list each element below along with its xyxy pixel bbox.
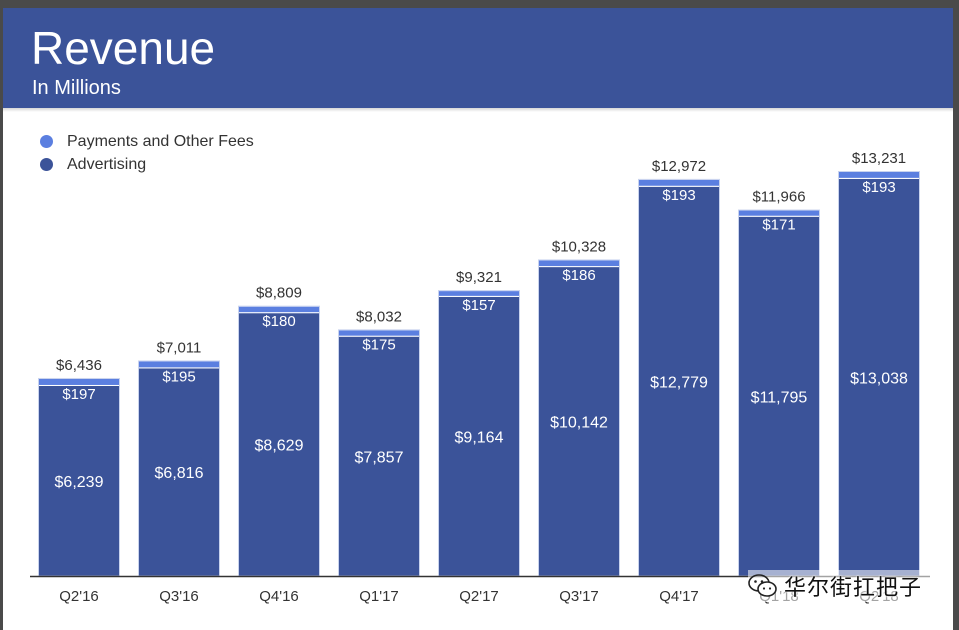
- advertising-label: $12,779: [650, 374, 708, 391]
- banner-shadow: [3, 108, 953, 112]
- bar-separator: [339, 335, 419, 337]
- bar-advertising: [239, 313, 319, 576]
- payments-label: $195: [162, 368, 195, 385]
- x-tick-label: Q2'17: [459, 588, 499, 605]
- bar-payments: [239, 306, 319, 313]
- legend-swatch-advertising: [40, 158, 53, 171]
- chart-title: Revenue: [31, 22, 216, 74]
- bar-separator: [439, 295, 519, 297]
- bar-payments: [539, 260, 619, 267]
- x-tick-label: Q4'16: [259, 588, 299, 605]
- total-label: $8,032: [356, 308, 402, 325]
- total-label: $11,966: [752, 189, 805, 206]
- bar-payments: [339, 330, 419, 336]
- payments-label: $186: [562, 267, 595, 284]
- watermark: 华尔街扛把子: [748, 570, 933, 602]
- advertising-label: $6,816: [155, 465, 204, 482]
- bar-payments: [39, 378, 119, 385]
- payments-label: $180: [262, 313, 295, 330]
- payments-label: $175: [362, 337, 395, 354]
- bar-separator: [39, 384, 119, 386]
- x-tick-label: Q1'17: [359, 588, 399, 605]
- chart-subtitle: In Millions: [32, 77, 121, 99]
- payments-label: $197: [62, 386, 95, 403]
- title-banner: Revenue In Millions: [3, 8, 953, 108]
- advertising-label: $9,164: [455, 429, 504, 446]
- legend: Payments and Other Fees Advertising: [40, 130, 254, 176]
- total-label: $10,328: [552, 238, 606, 255]
- legend-label-advertising: Advertising: [67, 155, 147, 173]
- x-tick-label: Q3'16: [159, 588, 199, 605]
- bar-payments: [639, 179, 719, 186]
- bar-separator: [839, 177, 919, 179]
- bar-advertising: [439, 296, 519, 576]
- payments-label: $193: [662, 187, 695, 204]
- x-tick-label: Q4'17: [659, 588, 699, 605]
- payments-label: $157: [462, 297, 495, 314]
- total-label: $9,321: [456, 269, 502, 286]
- window-frame-right: [953, 0, 959, 630]
- bar-separator: [239, 312, 319, 314]
- advertising-label: $6,239: [55, 474, 104, 491]
- advertising-label: $7,857: [355, 449, 404, 466]
- watermark-text: 华尔街扛把子: [784, 575, 923, 600]
- bar-advertising: [639, 186, 719, 576]
- bar-payments: [139, 361, 219, 368]
- legend-item-payments: Payments and Other Fees: [40, 130, 254, 153]
- bar-payments: [839, 172, 919, 178]
- advertising-label: $11,795: [751, 389, 808, 406]
- payments-label: $171: [762, 217, 795, 234]
- bar-advertising: [839, 178, 919, 576]
- bar-advertising: [339, 336, 419, 576]
- total-label: $12,972: [652, 158, 706, 175]
- legend-swatch-payments: [40, 135, 53, 148]
- bar-advertising: [139, 368, 219, 576]
- total-label: $6,436: [56, 357, 102, 374]
- bar-separator: [739, 215, 819, 217]
- bar-separator: [539, 266, 619, 268]
- legend-label-payments: Payments and Other Fees: [67, 132, 254, 150]
- bar-payments: [439, 291, 519, 296]
- advertising-label: $13,038: [850, 370, 908, 387]
- legend-item-advertising: Advertising: [40, 153, 254, 176]
- bar-advertising: [539, 267, 619, 576]
- total-label: $13,231: [852, 150, 906, 167]
- wechat-logo-icon: [748, 574, 777, 597]
- advertising-label: $10,142: [550, 415, 608, 432]
- payments-label: $193: [862, 179, 895, 196]
- advertising-label: $8,629: [255, 438, 304, 455]
- window-frame-left: [0, 0, 3, 630]
- x-tick-label: Q2'16: [59, 588, 99, 605]
- bar-advertising: [739, 216, 819, 576]
- bar-separator: [139, 367, 219, 369]
- total-label: $8,809: [256, 285, 302, 302]
- bar-payments: [739, 210, 819, 216]
- total-label: $7,011: [157, 339, 202, 356]
- window-frame-top: [0, 0, 959, 8]
- x-tick-label: Q3'17: [559, 588, 599, 605]
- bar-separator: [639, 185, 719, 187]
- bar-advertising: [39, 385, 119, 576]
